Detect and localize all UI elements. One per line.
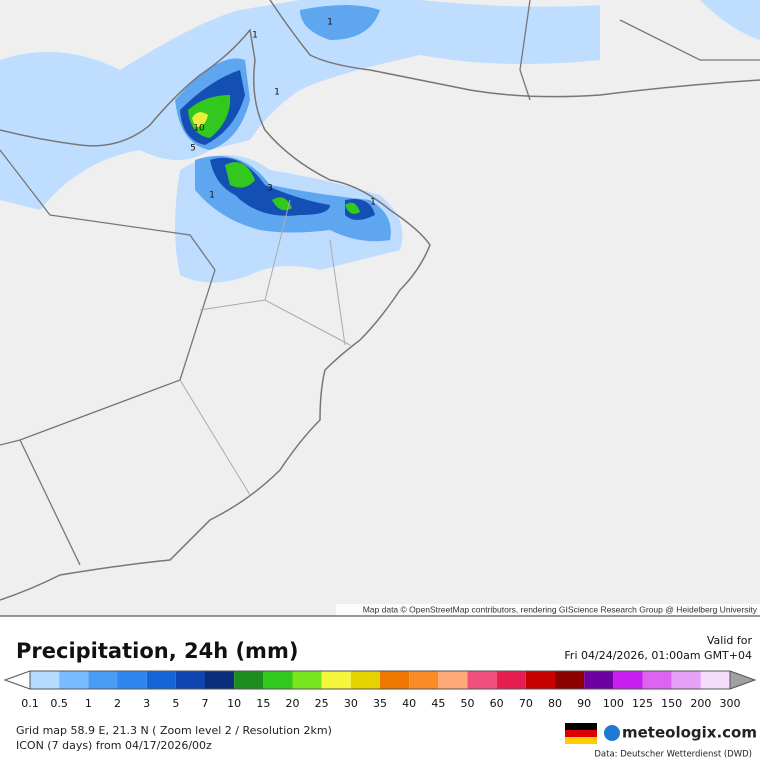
legend-label: 40 (402, 697, 416, 710)
attribution-bg (336, 604, 760, 616)
legend-cell (642, 671, 672, 689)
legend-label: 50 (461, 697, 475, 710)
legend-cell (525, 671, 555, 689)
legend-label: 45 (431, 697, 445, 710)
attribution: Map data © OpenStreetMap contributors, r… (363, 604, 758, 614)
legend-label: 0.5 (50, 697, 68, 710)
legend-cell (467, 671, 497, 689)
contour-label: 1 (252, 31, 258, 41)
legend-label: 35 (373, 697, 387, 710)
brand-logo (604, 725, 620, 741)
country-border (0, 0, 760, 566)
legend: 0.1 0.5 1 2 3 5 7 10 15 20 25 30 35 40 45 50 60 70 80 90 100… (3, 670, 757, 710)
contour-label: 3 (267, 184, 273, 194)
legend-cell (175, 671, 205, 689)
legend-title: Precipitation, 24h (mm) (16, 639, 298, 663)
contour-label: 1 (274, 88, 280, 98)
legend-cell (205, 671, 235, 689)
legend-cell (555, 671, 585, 689)
legend-label: 150 (661, 697, 682, 710)
coastline (0, 0, 760, 601)
legend-label: 7 (202, 697, 209, 710)
contour-label: 10 (193, 124, 205, 134)
legend-cell (234, 671, 264, 689)
legend-cell (263, 671, 293, 689)
data-source: Data: Deutscher Wetterdienst (DWD) (594, 750, 752, 760)
legend-cell (350, 671, 380, 689)
flag-germany (565, 723, 597, 744)
legend-cell (88, 671, 118, 689)
legend-cell (59, 671, 89, 689)
legend-label: 100 (603, 697, 624, 710)
legend-cell (409, 671, 439, 689)
contour-label: 5 (190, 144, 196, 154)
legend-cell (30, 671, 60, 689)
precip-yellow (192, 112, 208, 128)
model-info: ICON (7 days) from 04/17/2026/00z (16, 739, 212, 752)
legend-label: 60 (490, 697, 504, 710)
region-border (179, 199, 351, 496)
legend-label: 10 (227, 697, 241, 710)
legend-cell (380, 671, 410, 689)
legend-label: 5 (172, 697, 179, 710)
legend-cell (438, 671, 468, 689)
contour-label: 1 (327, 18, 333, 28)
legend-cell (613, 671, 643, 689)
legend-cell (671, 671, 701, 689)
legend-cell (700, 671, 730, 689)
legend-label: 3 (143, 697, 150, 710)
legend-label: 200 (690, 697, 711, 710)
legend-frame (29, 670, 731, 690)
legend-cell (496, 671, 526, 689)
legend-cell (117, 671, 147, 689)
legend-cell (584, 671, 614, 689)
legend-label: 20 (286, 697, 300, 710)
legend-label: 90 (577, 697, 591, 710)
contour-label: 1 (370, 198, 376, 208)
legend-label: 25 (315, 697, 329, 710)
legend-label: 125 (632, 697, 653, 710)
grid-info: Grid map 58.9 E, 21.3 N ( Zoom level 2 /… (16, 724, 332, 737)
legend-label: 15 (256, 697, 270, 710)
legend-below-arrow (3, 670, 31, 690)
legend-label: 2 (114, 697, 121, 710)
contour-label: 1 (209, 191, 215, 201)
brand: meteologix.com (622, 724, 757, 742)
valid-time: Fri 04/24/2026, 01:00am GMT+04 (564, 649, 752, 662)
legend-label: 1 (85, 697, 92, 710)
precip-green (188, 95, 360, 214)
valid-label: Valid for (707, 634, 753, 647)
legend-cell (292, 671, 322, 689)
legend-cell (321, 671, 351, 689)
legend-label: 0.1 (21, 697, 39, 710)
legend-label: 30 (344, 697, 358, 710)
legend-label: 300 (720, 697, 741, 710)
legend-label: 70 (519, 697, 533, 710)
legend-above-arrow (729, 670, 757, 690)
legend-cell (146, 671, 176, 689)
legend-label: 80 (548, 697, 562, 710)
